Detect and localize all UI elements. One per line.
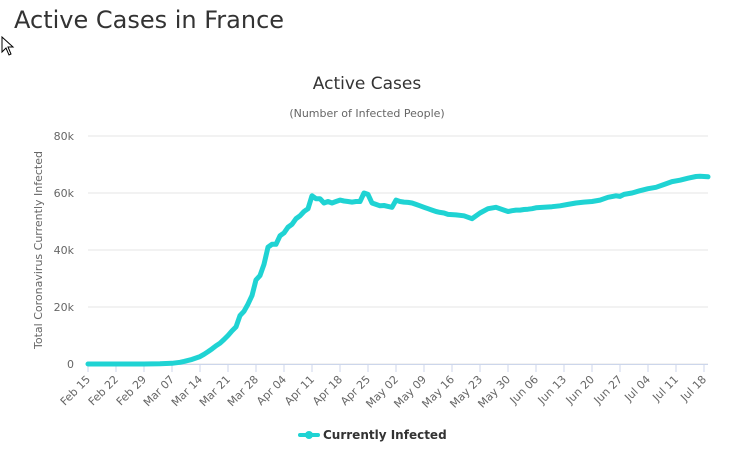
page-title: Active Cases in France: [14, 6, 285, 34]
y-tick-label: 0: [67, 358, 74, 371]
x-tick-label: Jun 13: [535, 373, 569, 407]
y-tick-label: 60k: [54, 187, 75, 200]
y-axis-ticks: 0 20k 40k 60k 80k: [54, 130, 75, 371]
x-tick-label: Apr 18: [310, 373, 345, 408]
series-line-currently-infected: [85, 173, 711, 367]
y-tick-label: 80k: [54, 130, 75, 143]
x-tick-label: Apr 04: [254, 373, 289, 408]
x-tick-label: Jul 11: [649, 373, 681, 405]
x-tick-label: Jun 06: [507, 373, 541, 407]
chart-title: Active Cases: [313, 74, 422, 94]
y-tick-label: 20k: [54, 301, 75, 314]
x-tick-label: Feb 15: [58, 373, 93, 408]
y-tick-label: 40k: [54, 244, 75, 257]
x-tick-label: Mar 28: [225, 373, 261, 409]
chart-subtitle: (Number of Infected People): [289, 107, 444, 120]
x-tick-label: Apr 11: [282, 373, 317, 408]
grid-lines: [88, 135, 708, 365]
x-tick-label: Jun 20: [563, 373, 597, 407]
series-layer: [85, 173, 711, 367]
x-tick-label: Jun 27: [591, 373, 625, 407]
y-axis-title: Total Coronavirus Currently Infected: [32, 151, 45, 350]
legend-marker-dot: [305, 431, 313, 439]
x-tick-label: Jul 04: [621, 373, 653, 405]
x-tick-label: Feb 22: [86, 373, 121, 408]
legend[interactable]: Currently Infected: [298, 428, 447, 442]
arrow-cursor-icon: [1, 36, 15, 56]
x-tick-label: Jul 18: [677, 373, 709, 405]
legend-label[interactable]: Currently Infected: [323, 428, 447, 442]
